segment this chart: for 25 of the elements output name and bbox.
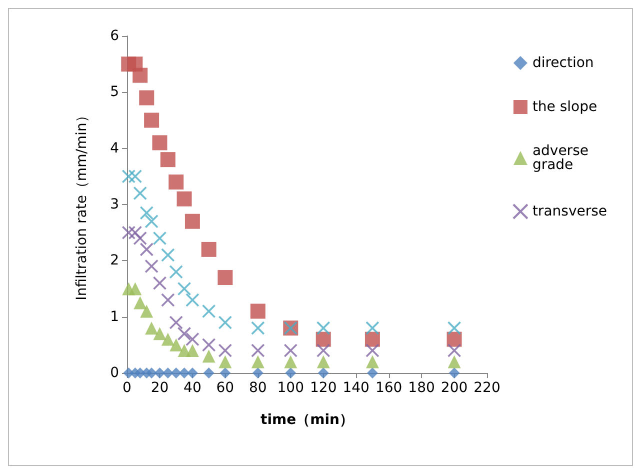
y-tick-label: 4	[110, 140, 120, 156]
x-tick-label: 100	[277, 380, 304, 396]
y-tick-label: 3	[110, 196, 119, 212]
x-tick-label: 120	[310, 380, 337, 396]
x-tick-label: 180	[408, 380, 435, 396]
y-tick-label: 0	[110, 365, 119, 381]
x-tick-label: 40	[184, 380, 202, 396]
y-tick-label: 6	[110, 28, 120, 44]
legend-label: the slope	[532, 99, 598, 115]
y-tick-label: 5	[110, 84, 119, 100]
y-tick-label: 1	[110, 308, 119, 325]
x-tick-label: 160	[375, 380, 402, 396]
legend-label: direction	[532, 55, 594, 71]
x-tick-label: 80	[248, 380, 267, 396]
x-tick-label: 60	[216, 380, 234, 396]
x-tick-label: 140	[342, 380, 370, 396]
x-tick-label: 200	[440, 380, 468, 396]
x-tick-label: 20	[150, 380, 169, 396]
x-tick-label: 220	[474, 380, 500, 396]
y-axis-title: Infiltration rate（mm/min）	[74, 108, 90, 300]
legend-label: adverse grade	[532, 143, 593, 173]
y-tick-label: 2	[110, 252, 119, 269]
legend-label: transverse	[532, 204, 608, 220]
x-tick-label: 0	[122, 380, 132, 396]
x-axis-title: time（min）	[260, 412, 354, 428]
